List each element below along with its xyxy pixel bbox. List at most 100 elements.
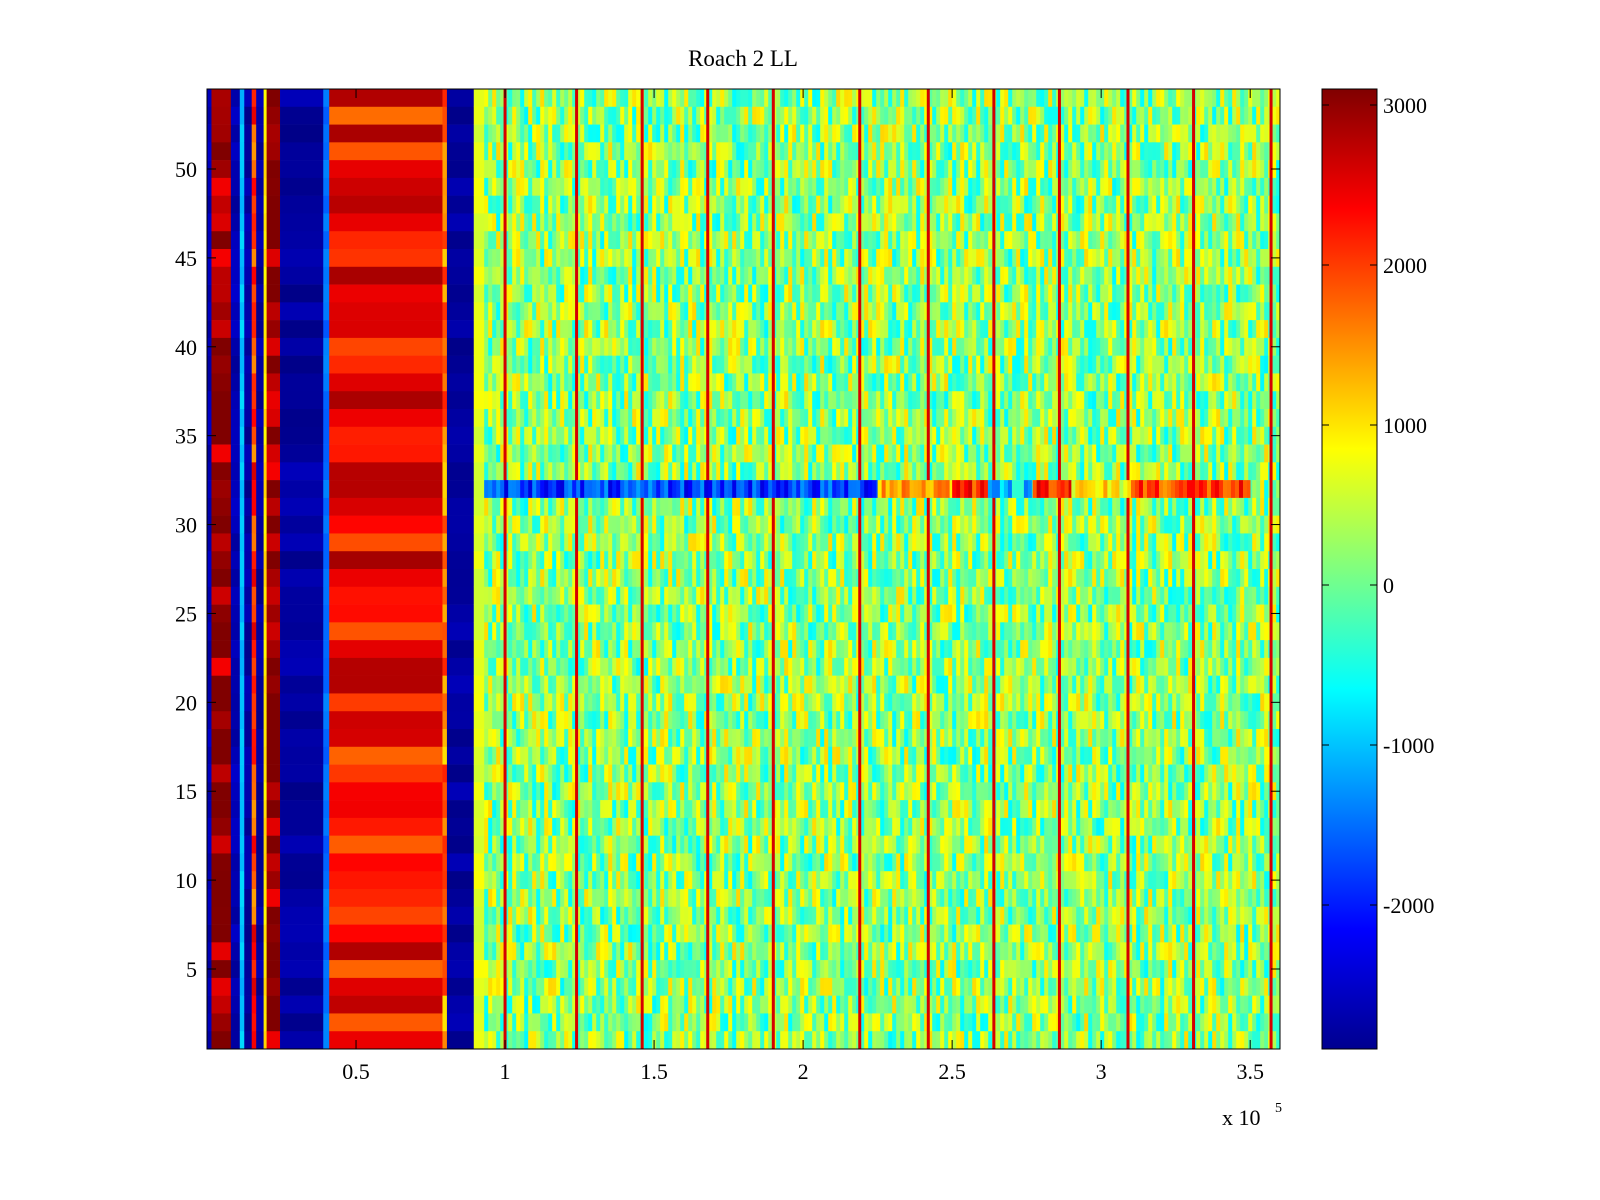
heatmap-cell xyxy=(1244,213,1249,232)
heatmap-cell xyxy=(1272,142,1277,161)
heatmap-cell xyxy=(251,693,257,712)
heatmap-cell xyxy=(612,355,617,374)
heatmap-cell xyxy=(1264,124,1269,143)
heatmap-cell xyxy=(884,284,889,303)
heatmap-cell xyxy=(1108,426,1113,445)
heatmap-cell xyxy=(796,266,801,285)
heatmap-cell xyxy=(564,213,569,232)
heatmap-cell xyxy=(880,337,885,356)
heatmap-cell xyxy=(1084,337,1089,356)
heatmap-cell xyxy=(1008,106,1013,125)
heatmap-cell xyxy=(724,124,729,143)
heatmap-cell xyxy=(211,142,232,161)
heatmap-cell xyxy=(752,426,757,445)
heatmap-cell xyxy=(1236,231,1241,250)
heatmap-cell xyxy=(608,106,613,125)
heatmap-cell xyxy=(628,106,633,125)
heatmap-cell xyxy=(984,195,989,214)
heatmap-cell xyxy=(752,337,757,356)
heatmap-cell xyxy=(576,89,581,108)
heatmap-cell xyxy=(844,426,849,445)
heatmap-cell xyxy=(1168,355,1173,374)
heatmap-cell xyxy=(263,604,267,623)
heatmap-cell xyxy=(1108,195,1113,214)
heatmap-cell xyxy=(540,320,545,339)
heatmap-cell xyxy=(564,160,569,179)
heatmap-cell xyxy=(956,426,961,445)
heatmap-cell xyxy=(484,391,489,410)
heatmap-cell xyxy=(824,213,829,232)
heatmap-cell xyxy=(1088,426,1093,445)
heatmap-cell xyxy=(520,106,525,125)
heatmap-cell xyxy=(230,266,241,285)
heatmap-cell xyxy=(251,515,257,534)
heatmap-cell xyxy=(748,106,753,125)
heatmap-cell xyxy=(560,195,565,214)
heatmap-cell xyxy=(888,302,893,321)
heatmap-cell xyxy=(1060,426,1065,445)
heatmap-cell xyxy=(616,320,621,339)
heatmap-cell xyxy=(1064,195,1069,214)
heatmap-cell xyxy=(972,302,977,321)
heatmap-cell xyxy=(230,675,241,694)
heatmap-cell xyxy=(752,106,757,125)
heatmap-cell xyxy=(828,106,833,125)
heatmap-cell xyxy=(888,177,893,196)
heatmap-cell xyxy=(256,195,264,214)
heatmap-cell xyxy=(996,320,1001,339)
heatmap-cell xyxy=(852,355,857,374)
heatmap-cell xyxy=(912,302,917,321)
heatmap-cell xyxy=(692,177,697,196)
heatmap-cell xyxy=(816,177,821,196)
heatmap-cell xyxy=(1144,320,1149,339)
heatmap-cell xyxy=(720,89,725,108)
heatmap-cell xyxy=(446,373,475,392)
heatmap-cell xyxy=(1184,249,1189,268)
heatmap-cell xyxy=(1024,391,1029,410)
heatmap-cell xyxy=(1044,160,1049,179)
heatmap-cell xyxy=(548,284,553,303)
heatmap-cell xyxy=(500,231,505,250)
heatmap-cell xyxy=(1216,195,1221,214)
heatmap-cell xyxy=(588,249,593,268)
heatmap-cell xyxy=(1176,195,1181,214)
heatmap-cell xyxy=(568,177,573,196)
heatmap-cell xyxy=(876,213,881,232)
heatmap-cell xyxy=(230,320,241,339)
heatmap-cell xyxy=(256,480,264,499)
heatmap-cell xyxy=(964,266,969,285)
heatmap-cell xyxy=(624,355,629,374)
heatmap-cell xyxy=(696,160,701,179)
heatmap-cell xyxy=(644,444,649,463)
heatmap-cell xyxy=(944,231,949,250)
heatmap-cell xyxy=(207,231,212,250)
heatmap-cell xyxy=(1100,426,1105,445)
heatmap-cell xyxy=(1024,177,1029,196)
heatmap-cell xyxy=(880,124,885,143)
heatmap-cell xyxy=(976,142,981,161)
heatmap-cell xyxy=(792,355,797,374)
heatmap-cell xyxy=(1036,231,1041,250)
heatmap-cell xyxy=(612,409,617,428)
heatmap-cell xyxy=(940,409,945,428)
heatmap-cell xyxy=(580,142,585,161)
heatmap-cell xyxy=(724,249,729,268)
heatmap-cell xyxy=(1028,249,1033,268)
heatmap-cell xyxy=(1216,106,1221,125)
heatmap-cell xyxy=(1156,249,1161,268)
heatmap-cell xyxy=(532,302,537,321)
heatmap-cell xyxy=(860,177,865,196)
heatmap-cell xyxy=(1200,195,1205,214)
heatmap-cell xyxy=(608,266,613,285)
heatmap-cell xyxy=(1236,337,1241,356)
heatmap-cell xyxy=(932,195,937,214)
heatmap-cell xyxy=(280,249,324,268)
heatmap-cell xyxy=(656,195,661,214)
heatmap-cell xyxy=(207,284,212,303)
heatmap-cell xyxy=(684,142,689,161)
heatmap-cell xyxy=(1140,302,1145,321)
heatmap-cell xyxy=(800,444,805,463)
heatmap-cell xyxy=(266,942,281,961)
heatmap-cell xyxy=(644,142,649,161)
heatmap-cell xyxy=(824,124,829,143)
